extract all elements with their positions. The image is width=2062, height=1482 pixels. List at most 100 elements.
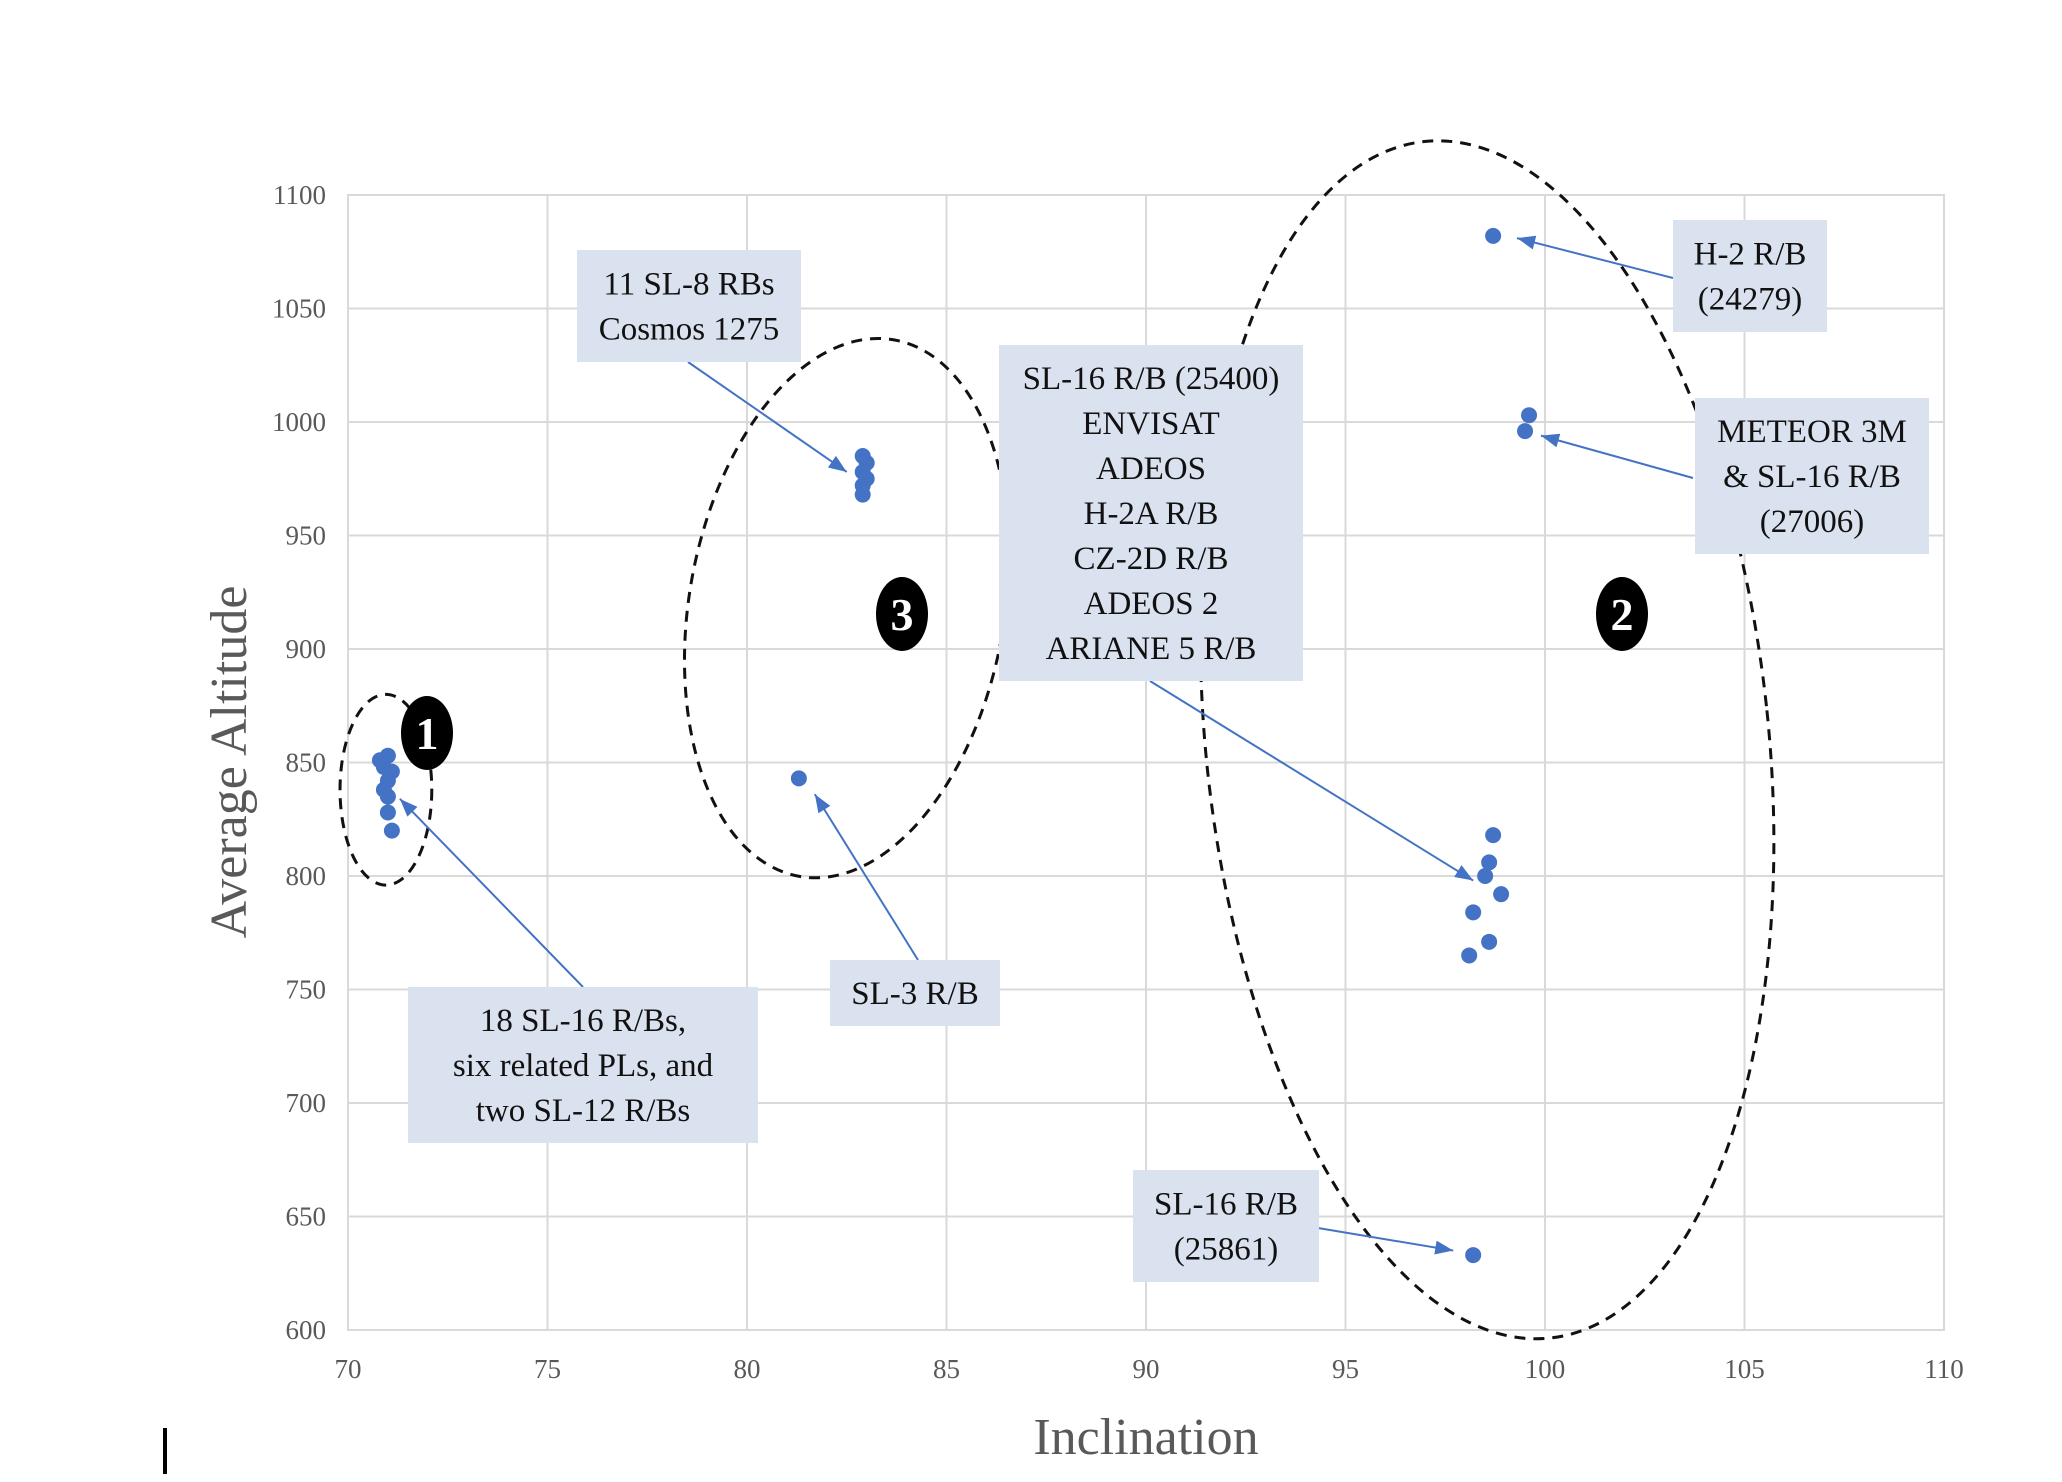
callout-line: SL-16 R/B — [1154, 1187, 1298, 1223]
data-point — [1485, 827, 1502, 844]
x-tick-label: 95 — [1332, 1354, 1359, 1384]
badge-circle — [401, 696, 453, 770]
callout-line: SL-3 R/B — [851, 976, 978, 1012]
callout-box: H-2 R/B (24279) — [1673, 220, 1827, 332]
callout-box: 11 SL-8 RBs Cosmos 1275 — [577, 250, 801, 362]
annotation-arrowhead — [399, 798, 418, 817]
callout-line: H-2A R/B — [1084, 496, 1219, 532]
data-point — [1521, 407, 1538, 424]
callout-background — [1133, 1170, 1319, 1282]
y-tick-label: 900 — [286, 634, 327, 664]
callout-box: SL-16 R/B (25400) ENVISAT ADEOS H-2A R/B CZ-… — [999, 345, 1303, 681]
callout-box: 18 SL-16 R/Bs, six related PLs, and two SL… — [408, 987, 758, 1143]
data-point — [1493, 886, 1510, 903]
annotation-arrowhead — [1517, 235, 1537, 250]
x-tick-label: 70 — [335, 1354, 362, 1384]
x-tick-label: 85 — [933, 1354, 960, 1384]
data-point — [383, 822, 400, 839]
callout-line: 11 SL-8 RBs — [603, 267, 774, 303]
plot-area — [347, 194, 1945, 1331]
annotation-arrowhead — [827, 455, 847, 472]
callout-line: METEOR 3M — [1717, 414, 1907, 450]
callout-line: Cosmos 1275 — [599, 312, 780, 348]
x-tick-label: 100 — [1525, 1354, 1566, 1384]
y-tick-label: 700 — [286, 1088, 327, 1118]
annotation-arrows — [399, 235, 1694, 1255]
x-tick-label: 105 — [1724, 1354, 1765, 1384]
data-point — [1481, 854, 1498, 871]
callout-box: METEOR 3M & SL-16 R/B (27006) — [1695, 398, 1929, 554]
callout-line: H-2 R/B — [1694, 237, 1807, 273]
y-tick-label: 1100 — [273, 180, 326, 210]
data-point — [1465, 904, 1482, 921]
y-tick-label: 600 — [286, 1315, 327, 1345]
data-point — [854, 486, 871, 503]
badge-circle — [876, 577, 928, 651]
callout-line: six related PLs, and — [453, 1048, 714, 1084]
callouts: 18 SL-16 R/Bs, six related PLs, and two SL… — [408, 220, 1929, 1282]
data-point — [379, 747, 396, 764]
annotation-arrowhead — [814, 794, 831, 814]
cluster-ellipse-2 — [1198, 139, 1776, 1341]
annotation-arrow — [399, 798, 584, 988]
callout-background — [408, 987, 758, 1143]
annotation-arrow — [1516, 237, 1674, 279]
data-point — [1465, 1247, 1482, 1264]
annotation-arrow — [813, 793, 919, 961]
y-tick-label: 750 — [286, 975, 327, 1005]
x-tick-label: 80 — [734, 1354, 761, 1384]
annotation-arrow — [1317, 1227, 1454, 1252]
badge-label: 3 — [891, 589, 914, 640]
cluster-ellipse-3 — [682, 336, 1011, 880]
data-point — [379, 788, 396, 805]
x-tick-label: 75 — [534, 1354, 561, 1384]
y-tick-label: 650 — [286, 1202, 327, 1232]
y-tick-label: 1050 — [272, 294, 326, 324]
callout-line: CZ-2D R/B — [1074, 541, 1229, 577]
callout-line: SL-16 R/B (25400) — [1023, 361, 1280, 397]
cluster-badge-3: 3 — [876, 577, 928, 651]
callout-box: SL-3 R/B — [830, 960, 1000, 1026]
callout-line: ADEOS — [1096, 451, 1206, 487]
annotation-arrowhead — [1541, 433, 1561, 448]
callout-line: & SL-16 R/B — [1723, 459, 1901, 495]
callout-background — [830, 960, 1000, 1026]
callout-background — [1695, 398, 1929, 554]
cluster-ellipse-1 — [338, 692, 434, 887]
callout-line: 18 SL-16 R/Bs, — [480, 1003, 686, 1039]
annotation-arrowhead — [1434, 1240, 1454, 1255]
cluster-badges: 1 2 3 — [401, 577, 1648, 770]
callout-line: ENVISAT — [1082, 406, 1220, 442]
badge-circle — [1596, 577, 1648, 651]
callout-line: two SL-12 R/Bs — [476, 1093, 691, 1129]
cluster-ellipses — [338, 139, 1776, 1341]
callout-line: (25861) — [1174, 1232, 1278, 1268]
callout-background — [1673, 220, 1827, 332]
cluster-badge-2: 2 — [1596, 577, 1648, 651]
badge-label: 1 — [416, 708, 439, 759]
annotation-arrow — [1540, 434, 1694, 479]
y-axis-title: Average Altitude — [201, 586, 258, 939]
data-point — [1485, 227, 1502, 244]
y-tick-label: 1000 — [272, 407, 326, 437]
data-point — [1517, 423, 1534, 440]
annotation-arrow — [687, 361, 848, 473]
x-tick-label: 90 — [1133, 1354, 1160, 1384]
data-points — [371, 227, 1538, 1264]
annotation-arrowhead — [1454, 865, 1474, 881]
data-point — [1477, 868, 1494, 884]
callout-background — [999, 345, 1303, 681]
badge-label: 2 — [1611, 589, 1634, 640]
data-point — [790, 770, 807, 787]
x-axis-title: Inclination — [1033, 1409, 1258, 1466]
data-point — [1481, 933, 1498, 950]
x-tick-label: 110 — [1924, 1354, 1964, 1384]
y-tick-label: 850 — [286, 748, 327, 778]
callout-line: ARIANE 5 R/B — [1046, 631, 1257, 667]
callout-line: (24279) — [1698, 282, 1802, 318]
data-point — [379, 804, 396, 821]
y-tick-label: 950 — [286, 521, 327, 551]
callout-line: ADEOS 2 — [1084, 586, 1219, 622]
data-point — [1461, 947, 1478, 964]
